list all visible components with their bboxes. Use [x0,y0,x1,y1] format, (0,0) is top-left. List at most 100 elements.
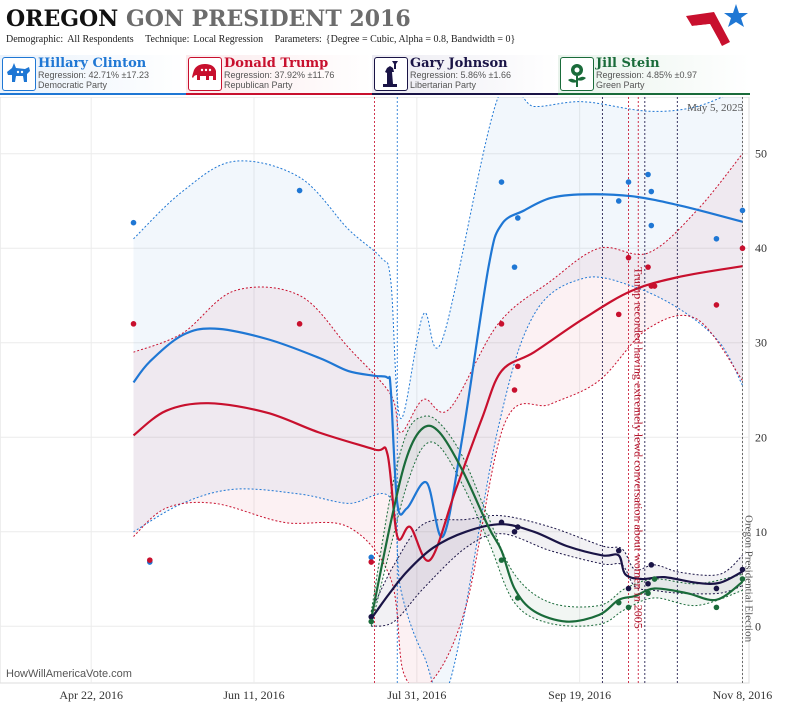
poll-point [498,321,505,327]
poll-point [615,599,622,606]
poll-point [498,557,505,563]
poll-point [651,576,658,582]
poll-point [514,595,521,601]
statue-of-liberty-icon [374,57,408,91]
poll-point [147,557,153,563]
candidate-trump[interactable]: Donald Trump Regression: 37.92% ±11.76 R… [186,55,372,95]
y-tick-label: 20 [755,430,767,444]
demographic-value: All Respondents [67,34,134,45]
poll-point [645,590,651,597]
candidate-party: Green Party [596,80,645,90]
candidate-name: Gary Johnson [410,56,508,71]
x-tick-label: Apr 22, 2016 [59,688,123,702]
candidate-party: Republican Party [224,80,293,90]
poll-point [511,528,518,535]
series-line [370,523,744,620]
poll-point [625,585,632,592]
date-stamp: May 5, 2025 [687,102,743,114]
elephant-icon [188,57,222,91]
poll-point [739,207,746,214]
poll-point [713,302,720,308]
x-tick-label: Jul 31, 2016 [387,688,446,702]
poll-point [615,311,622,318]
regression-lines [132,97,744,683]
y-tick-label: 0 [755,619,761,633]
demographic-label: Demographic: [6,34,64,45]
donkey-icon [2,57,36,91]
poll-point [648,188,655,195]
technique-value: Local Regression [193,34,264,45]
candidate-clinton[interactable]: Hillary Clinton Regression: 42.71% ±17.2… [0,55,186,95]
y-axis: 0 10 20 30 40 50 [755,147,767,634]
candidate-name: Hillary Clinton [38,56,147,71]
rose-icon [560,57,594,91]
poll-points [130,171,746,625]
candidate-party: Democratic Party [38,80,108,90]
poll-point [130,321,137,327]
x-tick-label: Nov 8, 2016 [713,688,773,702]
band-lower [370,441,743,627]
poll-point [368,559,375,565]
y-tick-label: 50 [755,147,767,161]
candidate-name: Donald Trump [224,56,329,71]
poll-point [713,235,720,242]
x-axis: Apr 22, 2016 Jun 11, 2016 Jul 31, 2016 Sep … [59,688,772,702]
poll-point [625,604,632,611]
poll-point [514,524,521,530]
poll-point [713,585,720,592]
poll-point [625,179,632,185]
poll-point [368,554,375,561]
poll-point [514,363,521,370]
candidate-stein[interactable]: Jill Stein Regression: 4.85% ±0.97 Green… [558,55,750,95]
poll-point [651,283,658,289]
poll-point [648,562,655,568]
parameters-value: {Degree = Cubic, Alpha = 0.8, Bandwidth … [325,34,516,45]
y-tick-label: 40 [755,241,767,255]
poll-point [615,547,622,554]
annotation-lewd-tape: Trump recorded having extremely lewd con… [631,267,645,629]
poll-point [514,215,521,221]
y-tick-label: 10 [755,525,767,539]
candidate-regression: Regression: 5.86% ±1.66 [410,70,511,80]
title-state: OREGON [6,6,119,32]
series-line [132,265,743,562]
poll-point [615,198,622,204]
candidate-regression: Regression: 42.71% ±17.23 [38,70,150,80]
poll-point [625,254,632,261]
poll-point [511,264,518,270]
band-upper [370,415,743,613]
poll-point [645,264,651,270]
band-upper [133,97,724,419]
band-fill [133,153,743,683]
poll-point [645,580,651,587]
poll-point [368,614,375,620]
poll-point [713,604,720,611]
poll-point [739,566,746,573]
band-fill [371,515,743,627]
parameters-label: Parameters: [274,34,322,45]
poll-point [498,179,505,185]
band-fill [133,97,743,683]
chart-area: 0 10 20 30 40 50 Apr 22, 2016 Jun 11, 2016 Jul … [0,97,772,702]
poll-point [648,222,655,229]
poll-point [739,576,746,582]
x-tick-label: Sep 19, 2016 [548,688,611,702]
annotation-election: Oregon Presidential Election [742,515,754,643]
flag-logo-icon [686,4,748,46]
candidate-name: Jill Stein [596,56,660,71]
candidate-party: Libertarian Party [410,80,477,90]
technique-label: Technique: [145,34,190,45]
poll-point [511,387,518,393]
poll-point [498,519,505,526]
candidate-johnson[interactable]: Gary Johnson Regression: 5.86% ±1.66 Lib… [372,55,558,95]
watermark: HowWillAmericaVote.com [6,668,132,680]
poll-point [739,245,746,252]
title-race: GON PRESIDENT 2016 [125,6,411,32]
candidate-legend: Hillary Clinton Regression: 42.71% ±17.2… [0,55,750,95]
band-lower [133,276,743,683]
poll-point [296,321,303,327]
candidate-regression: Regression: 4.85% ±0.97 [596,70,697,80]
page-title: OREGON GON PRESIDENT 2016 [6,6,411,32]
event-lines [374,97,743,683]
band-lower [133,314,743,683]
